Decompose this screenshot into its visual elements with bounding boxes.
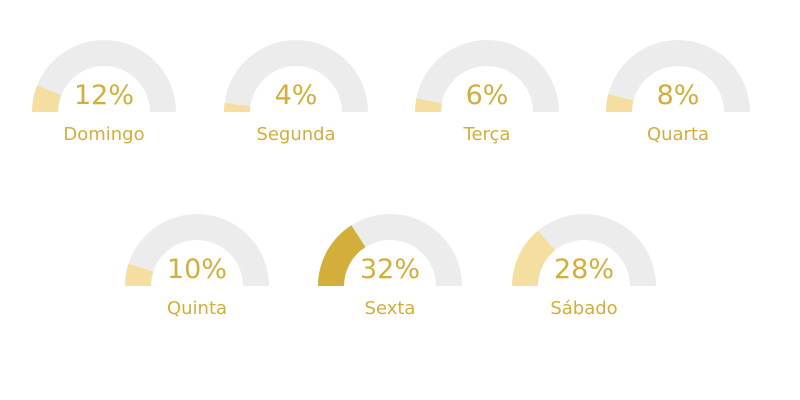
gauge-category-label: Domingo [63,124,144,145]
gauge-quarta: 8% Quarta [606,40,750,145]
gauge-category-label: Quinta [167,298,227,319]
gauge-fill [224,102,251,112]
gauge-track [415,40,559,112]
gauge-value-label: 12% [74,80,134,111]
gauge-value-label: 4% [275,80,318,111]
gauge-track [606,40,750,112]
gauge-fill [125,263,154,286]
gauge-value-label: 28% [554,254,614,285]
gauge-track [32,40,176,112]
gauge-track [125,214,269,286]
gauge-category-label: Quarta [647,124,709,145]
gauge-track [512,214,656,286]
gauge-category-label: Sábado [550,298,617,319]
gauge-category-label: Segunda [256,124,335,145]
gauge-segunda: 4% Segunda [224,40,368,145]
gauge-sexta: 32% Sexta [318,214,462,319]
gauge-terça: 6% Terça [415,40,559,145]
gauge-value-label: 6% [466,80,509,111]
gauge-fill [606,94,634,112]
gauge-value-label: 10% [167,254,227,285]
gauge-fill [32,85,62,112]
gauge-fill [415,98,442,112]
gauge-fill [512,230,555,286]
gauge-category-label: Terça [463,124,511,145]
gauge-track [224,40,368,112]
gauge-category-label: Sexta [365,298,416,319]
gauge-quinta: 10% Quinta [125,214,269,319]
gauge-sábado: 28% Sábado [512,214,656,319]
gauge-value-label: 8% [657,80,700,111]
gauge-value-label: 32% [360,254,420,285]
gauge-domingo: 12% Domingo [32,40,176,145]
gauge-fill [318,225,366,286]
